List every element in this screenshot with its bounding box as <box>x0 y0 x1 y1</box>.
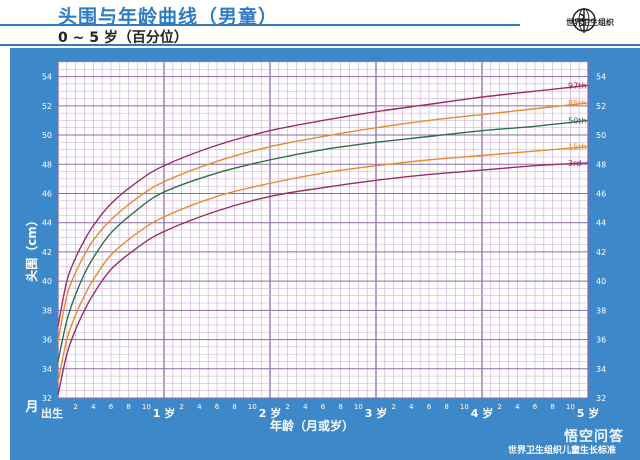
y-tick-label: 36 <box>596 336 606 345</box>
footer-note: 世界卫生组织儿童生长标准 <box>508 446 617 456</box>
series-label-50th: 50th <box>568 116 586 125</box>
x-minor-tick-label: 4 <box>515 403 520 411</box>
y-tick-label: 36 <box>42 336 52 345</box>
y-tick-label: 50 <box>42 131 52 140</box>
watermark-text: 悟空问答 <box>564 429 624 445</box>
who-logo-icon <box>572 8 596 33</box>
x-minor-tick-label: 4 <box>91 403 96 411</box>
x-minor-tick-label: 4 <box>303 403 308 411</box>
x-major-tick-label: 4 岁 <box>471 406 493 420</box>
y-tick-label: 34 <box>42 365 52 374</box>
series-labels: 97th 85th 50th 15th 3rd <box>568 81 586 167</box>
y-tick-label: 40 <box>596 277 606 286</box>
y-tick-label: 46 <box>42 189 52 198</box>
y-tick-label: 38 <box>596 306 606 315</box>
x-minor-tick-label: 8 <box>338 403 342 411</box>
y-tick-label: 44 <box>596 219 606 228</box>
series-line-85th <box>57 102 589 342</box>
x-minor-tick-label: 4 <box>409 403 414 411</box>
x-tick-labels: 出生 1 岁 2 岁 3 岁 4 岁 5 岁 2 4 6 8 10 2 4 6 8 10 2 4 6 8 10 2 4 6 8 1… <box>41 403 599 420</box>
y-tick-label: 48 <box>42 160 52 169</box>
y-tick-label: 54 <box>42 73 52 82</box>
series-label-85th: 85th <box>568 99 586 108</box>
x-minor-tick-label: 2 <box>391 403 395 411</box>
y-tick-label: 34 <box>596 365 606 374</box>
y-axis-label: 头围（cm） <box>24 214 39 282</box>
x-major-tick-label: 2 岁 <box>259 406 281 420</box>
series-line-50th <box>57 119 589 362</box>
x-minor-tick-label: 10 <box>354 403 363 411</box>
y-tick-label: 48 <box>596 160 606 169</box>
y-tick-label: 44 <box>42 219 52 228</box>
x-axis-label: 年龄（月或岁） <box>270 418 354 433</box>
title-rule <box>0 24 520 26</box>
y-tick-label: 38 <box>42 306 52 315</box>
x-minor-tick-label: 6 <box>427 403 432 411</box>
series-line-15th <box>57 146 589 383</box>
x-minor-tick-label: 6 <box>533 403 538 411</box>
y-tick-label: 32 <box>596 394 606 403</box>
x-minor-tick-label: 10 <box>566 403 575 411</box>
y-tick-label: 42 <box>596 248 606 257</box>
subtitle-rule <box>0 44 640 46</box>
x-minor-tick-label: 10 <box>248 403 257 411</box>
x-minor-tick-label: 6 <box>215 403 220 411</box>
x-minor-tick-label: 8 <box>444 403 448 411</box>
x-minor-tick-label: 10 <box>460 403 469 411</box>
x-minor-tick-label: 8 <box>232 403 236 411</box>
chart-subtitle: 0 ~ 5 岁（百分位） <box>58 30 188 46</box>
x-unit-label: 月 <box>24 400 38 415</box>
x-minor-tick-label: 8 <box>550 403 554 411</box>
series-label-97th: 97th <box>568 81 586 90</box>
x-minor-tick-label: 6 <box>321 403 326 411</box>
y-tick-label: 50 <box>596 131 606 140</box>
x-minor-tick-label: 2 <box>179 403 183 411</box>
chart-grid <box>57 61 589 399</box>
y-tick-label: 32 <box>42 394 52 403</box>
y-tick-labels-left: 32 34 36 38 40 42 44 46 48 50 52 54 <box>42 73 52 403</box>
y-tick-label: 52 <box>42 102 52 111</box>
y-tick-label: 46 <box>596 189 606 198</box>
x-minor-tick-label: 2 <box>497 403 501 411</box>
x-minor-tick-label: 8 <box>126 403 130 411</box>
series-lines <box>57 84 589 396</box>
x-major-tick-label: 出生 <box>41 406 63 420</box>
y-tick-labels-right: 32 34 36 38 40 42 44 46 48 50 52 54 <box>596 73 606 403</box>
x-minor-tick-label: 4 <box>197 403 202 411</box>
x-minor-tick-label: 2 <box>285 403 289 411</box>
series-line-97th <box>57 84 589 327</box>
x-major-tick-label: 5 岁 <box>577 406 599 420</box>
y-tick-label: 52 <box>596 102 606 111</box>
series-label-3rd: 3rd <box>568 159 581 168</box>
x-minor-tick-label: 10 <box>142 403 151 411</box>
x-major-tick-label: 3 岁 <box>365 406 387 420</box>
chart-title: 头围与年龄曲线（男童） <box>58 6 279 28</box>
y-tick-label: 54 <box>596 73 606 82</box>
series-line-3rd <box>57 162 589 396</box>
chart-header: 头围与年龄曲线（男童） 0 ~ 5 岁（百分位） 世界卫生组织 <box>0 0 640 48</box>
series-label-15th: 15th <box>568 143 586 152</box>
y-tick-label: 42 <box>42 248 52 257</box>
x-major-tick-label: 1 岁 <box>153 406 175 420</box>
x-minor-tick-label: 2 <box>73 403 77 411</box>
y-tick-label: 40 <box>42 277 52 286</box>
org-name: 世界卫生组织 <box>566 18 614 27</box>
x-minor-tick-label: 6 <box>109 403 114 411</box>
